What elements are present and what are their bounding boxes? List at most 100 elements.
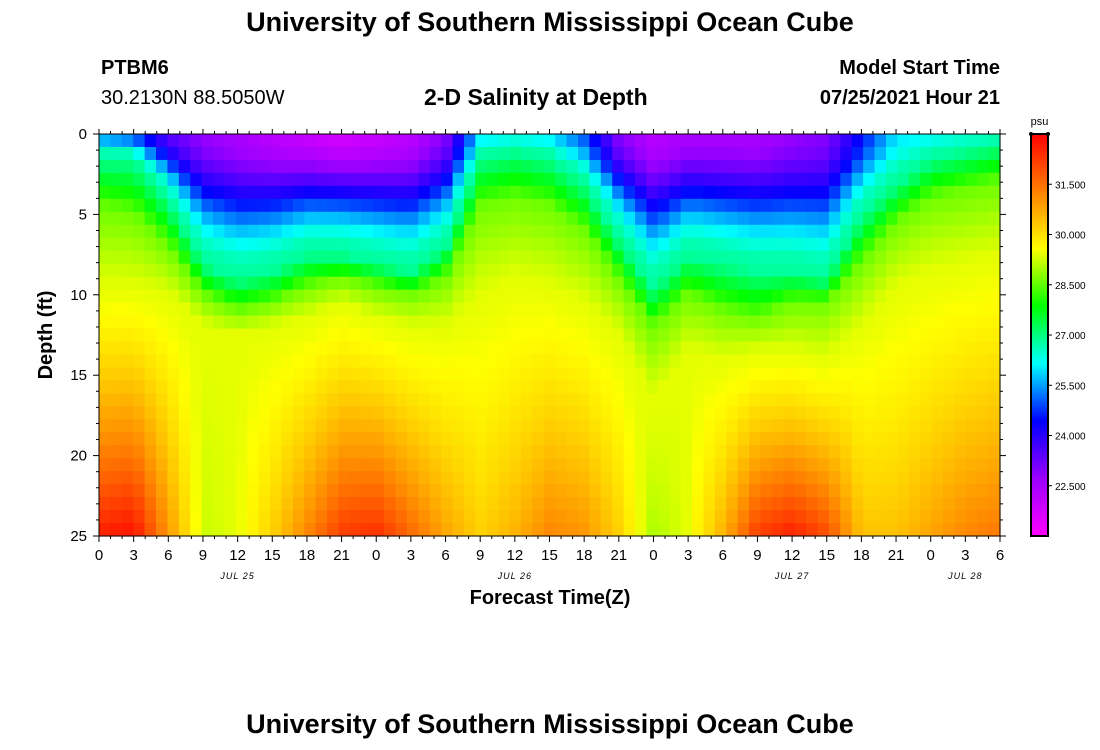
y-tick-label: 25 bbox=[70, 528, 87, 545]
heatmap-cell bbox=[327, 393, 340, 407]
heatmap-cell bbox=[885, 211, 898, 226]
heatmap-cell bbox=[384, 523, 397, 537]
heatmap-cell bbox=[110, 393, 123, 407]
heatmap-cell bbox=[771, 354, 784, 369]
heatmap-cell bbox=[897, 315, 910, 330]
heatmap-cell bbox=[452, 237, 465, 252]
heatmap-cell bbox=[258, 523, 271, 537]
heatmap-cell bbox=[338, 211, 351, 226]
heatmap-cell bbox=[338, 406, 351, 420]
heatmap-cell bbox=[600, 484, 613, 498]
heatmap-cell bbox=[737, 315, 750, 330]
heatmap-cell bbox=[270, 406, 283, 420]
heatmap-cell bbox=[509, 445, 522, 459]
heatmap-cell bbox=[486, 263, 499, 278]
heatmap-cell bbox=[292, 458, 305, 472]
heatmap-cell bbox=[144, 471, 157, 485]
heatmap-cell bbox=[612, 406, 625, 420]
heatmap-cell bbox=[692, 497, 705, 511]
heatmap-cell bbox=[555, 367, 568, 381]
heatmap-cell bbox=[988, 367, 1001, 381]
heatmap-cell bbox=[566, 159, 579, 174]
heatmap-cell bbox=[680, 523, 693, 537]
heatmap-cell bbox=[349, 406, 362, 420]
heatmap-cell bbox=[133, 146, 146, 161]
heatmap-cell bbox=[863, 134, 876, 148]
heatmap-cell bbox=[669, 471, 682, 485]
heatmap-cell bbox=[486, 224, 499, 239]
heatmap-cell bbox=[213, 302, 226, 317]
heatmap-cell bbox=[749, 510, 762, 524]
heatmap-cell bbox=[897, 211, 910, 226]
heatmap-cell bbox=[509, 484, 522, 498]
heatmap-cell bbox=[178, 328, 191, 343]
heatmap-cell bbox=[851, 211, 864, 226]
salinity-heatmap bbox=[99, 134, 1001, 537]
heatmap-cell bbox=[178, 523, 191, 537]
heatmap-cell bbox=[806, 185, 819, 200]
heatmap-cell bbox=[463, 432, 476, 446]
heatmap-cell bbox=[908, 406, 921, 420]
heatmap-cell bbox=[714, 159, 727, 174]
heatmap-cell bbox=[475, 224, 488, 239]
heatmap-cell bbox=[646, 134, 659, 148]
x-tick-label: 18 bbox=[299, 547, 316, 564]
heatmap-cell bbox=[486, 484, 499, 498]
heatmap-cell bbox=[920, 211, 933, 226]
heatmap-cell bbox=[520, 302, 533, 317]
heatmap-cell bbox=[566, 367, 579, 381]
heatmap-cell bbox=[885, 237, 898, 252]
heatmap-cell bbox=[749, 328, 762, 343]
heatmap-cell bbox=[806, 224, 819, 239]
heatmap-cell bbox=[874, 471, 887, 485]
heatmap-cell bbox=[201, 289, 214, 304]
heatmap-cell bbox=[156, 432, 169, 446]
colorbar-unit: psu bbox=[1031, 116, 1049, 128]
heatmap-cell bbox=[235, 367, 248, 381]
heatmap-cell bbox=[361, 185, 374, 200]
heatmap-cell bbox=[828, 134, 841, 148]
heatmap-cell bbox=[258, 354, 271, 369]
heatmap-cell bbox=[292, 159, 305, 174]
heatmap-cell bbox=[897, 263, 910, 278]
heatmap-cell bbox=[977, 406, 990, 420]
heatmap-cell bbox=[520, 198, 533, 213]
heatmap-cell bbox=[863, 276, 876, 291]
heatmap-cell bbox=[384, 497, 397, 511]
heatmap-cell bbox=[942, 198, 955, 213]
heatmap-cell bbox=[190, 315, 203, 330]
heatmap-cell bbox=[714, 406, 727, 420]
heatmap-cell bbox=[429, 289, 442, 304]
heatmap-cell bbox=[657, 224, 670, 239]
heatmap-cell bbox=[532, 315, 545, 330]
heatmap-cell bbox=[714, 393, 727, 407]
heatmap-cell bbox=[566, 458, 579, 472]
heatmap-cell bbox=[258, 263, 271, 278]
heatmap-cell bbox=[258, 328, 271, 343]
heatmap-cell bbox=[600, 432, 613, 446]
heatmap-cell bbox=[977, 289, 990, 304]
heatmap-cell bbox=[954, 159, 967, 174]
heatmap-cell bbox=[429, 484, 442, 498]
heatmap-cell bbox=[178, 445, 191, 459]
heatmap-cell bbox=[247, 432, 260, 446]
heatmap-cell bbox=[395, 237, 408, 252]
heatmap-cell bbox=[270, 224, 283, 239]
x-tick-label: 6 bbox=[996, 547, 1004, 564]
heatmap-cell bbox=[304, 237, 317, 252]
heatmap-cell bbox=[669, 315, 682, 330]
heatmap-cell bbox=[543, 198, 556, 213]
heatmap-cell bbox=[327, 354, 340, 369]
heatmap-cell bbox=[315, 302, 328, 317]
heatmap-cell bbox=[863, 471, 876, 485]
heatmap-cell bbox=[897, 146, 910, 161]
heatmap-cell bbox=[908, 302, 921, 317]
heatmap-cell bbox=[395, 432, 408, 446]
heatmap-cell bbox=[714, 198, 727, 213]
heatmap-cell bbox=[201, 134, 214, 148]
heatmap-cell bbox=[361, 302, 374, 317]
heatmap-cell bbox=[566, 341, 579, 356]
heatmap-cell bbox=[281, 432, 294, 446]
heatmap-cell bbox=[327, 224, 340, 239]
heatmap-cell bbox=[509, 315, 522, 330]
